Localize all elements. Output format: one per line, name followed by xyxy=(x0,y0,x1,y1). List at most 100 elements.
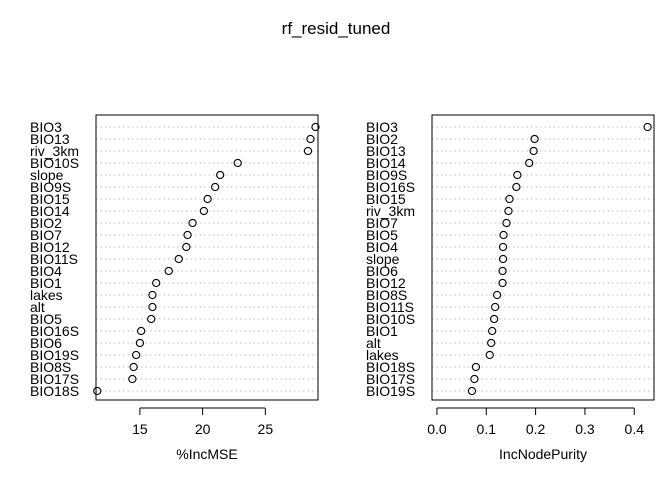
data-point xyxy=(203,194,212,204)
data-point xyxy=(512,182,521,192)
data-point xyxy=(492,290,502,300)
data-point xyxy=(498,278,507,288)
row-label: BIO2 xyxy=(366,131,398,147)
row-label: BIO12 xyxy=(30,239,70,255)
data-point xyxy=(93,386,102,396)
row-label: slope xyxy=(30,167,64,183)
row-label: lakes xyxy=(366,347,399,363)
data-point xyxy=(505,194,514,204)
row-label: BIO6 xyxy=(366,263,398,279)
data-point xyxy=(498,254,508,264)
row-label: BIO19S xyxy=(30,347,79,363)
row-label: lakes xyxy=(30,287,63,303)
row-label: BIO9S xyxy=(366,167,407,183)
x-tick-label: 15 xyxy=(132,421,148,437)
row-label: BIO16S xyxy=(366,179,415,195)
x-axis-label: IncNodePurity xyxy=(499,446,587,462)
row-label: BIO19S xyxy=(366,383,415,399)
data-point xyxy=(488,326,497,336)
data-point xyxy=(233,158,242,168)
data-point xyxy=(530,134,539,144)
x-axis-label: %IncMSE xyxy=(176,446,237,462)
data-point xyxy=(183,230,192,240)
row-label: BIO8S xyxy=(30,359,71,375)
row-label: BIO3 xyxy=(366,119,398,135)
row-label: BIO3 xyxy=(30,119,62,135)
data-point xyxy=(311,122,320,132)
x-tick-label: 0.4 xyxy=(625,421,645,437)
row-label: BIO9S xyxy=(30,179,71,195)
row-label: riv_3km xyxy=(30,143,79,159)
incnodepurity-panel: BIO3BIO2BIO13BIO14BIO9SBIO16SBIO15riv_3k… xyxy=(366,114,655,462)
row-label: BIO18S xyxy=(30,383,79,399)
x-tick-label: 0.1 xyxy=(477,421,497,437)
row-label: BIO14 xyxy=(366,155,406,171)
x-tick-label: 0.0 xyxy=(427,421,447,437)
data-point xyxy=(498,242,508,252)
row-label: BIO7 xyxy=(30,227,62,243)
data-point xyxy=(188,218,197,228)
row-label: BIO4 xyxy=(366,239,398,255)
data-point xyxy=(128,374,137,384)
row-label: BIO15 xyxy=(366,191,406,207)
row-label: BIO11S xyxy=(366,299,414,315)
data-point xyxy=(499,230,508,240)
data-point xyxy=(502,218,511,228)
data-point xyxy=(152,278,161,288)
row-label: slope xyxy=(366,251,400,267)
data-point xyxy=(498,266,507,276)
data-point xyxy=(513,170,522,180)
row-label: BIO6 xyxy=(30,335,62,351)
data-point xyxy=(525,158,534,168)
data-point xyxy=(471,362,481,372)
incmse-panel: BIO3BIO13riv_3kmBIO10SslopeBIO9SBIO15BIO… xyxy=(30,114,320,462)
data-point xyxy=(199,206,209,216)
data-point xyxy=(211,182,220,192)
row-label: BIO14 xyxy=(30,203,70,219)
data-point xyxy=(164,266,173,276)
row-label: riv_3km xyxy=(366,203,415,219)
row-label: BIO15 xyxy=(30,191,70,207)
row-label: BIO17S xyxy=(366,371,415,387)
row-label: BIO17S xyxy=(30,371,79,387)
data-point xyxy=(174,254,183,264)
data-point xyxy=(137,326,146,336)
row-label: BIO16S xyxy=(30,323,79,339)
chart-title: rf_resid_tuned xyxy=(282,19,391,38)
row-label: BIO10S xyxy=(366,311,415,327)
x-tick-label: 20 xyxy=(195,421,211,437)
row-label: BIO10S xyxy=(30,155,79,171)
x-tick-label: 0.3 xyxy=(575,421,595,437)
row-label: BIO13 xyxy=(366,143,406,159)
row-label: BIO1 xyxy=(30,275,62,291)
plot-frame xyxy=(431,114,655,401)
row-label: BIO11S xyxy=(30,251,78,267)
row-label: BIO18S xyxy=(366,359,415,375)
row-label: BIO4 xyxy=(30,263,62,279)
row-label: BIO7 xyxy=(366,215,398,231)
data-point xyxy=(216,170,225,180)
data-point xyxy=(485,350,494,360)
data-point xyxy=(135,338,145,348)
data-point xyxy=(182,242,191,252)
data-point xyxy=(470,374,479,384)
row-label: BIO2 xyxy=(30,215,62,231)
data-point xyxy=(306,134,315,144)
data-point xyxy=(147,314,156,324)
data-point xyxy=(131,350,141,360)
data-point xyxy=(487,338,496,348)
data-point xyxy=(148,302,157,312)
row-label: alt xyxy=(366,335,381,351)
row-label: BIO12 xyxy=(366,275,406,291)
x-tick-label: 25 xyxy=(258,421,274,437)
x-tick-label: 0.2 xyxy=(526,421,546,437)
data-point xyxy=(467,386,477,396)
data-point xyxy=(643,122,652,132)
plot-frame xyxy=(95,114,319,401)
row-label: BIO1 xyxy=(366,323,398,339)
data-point xyxy=(303,146,313,156)
row-label: BIO5 xyxy=(366,227,398,243)
data-point xyxy=(529,146,538,156)
data-point xyxy=(148,290,157,300)
